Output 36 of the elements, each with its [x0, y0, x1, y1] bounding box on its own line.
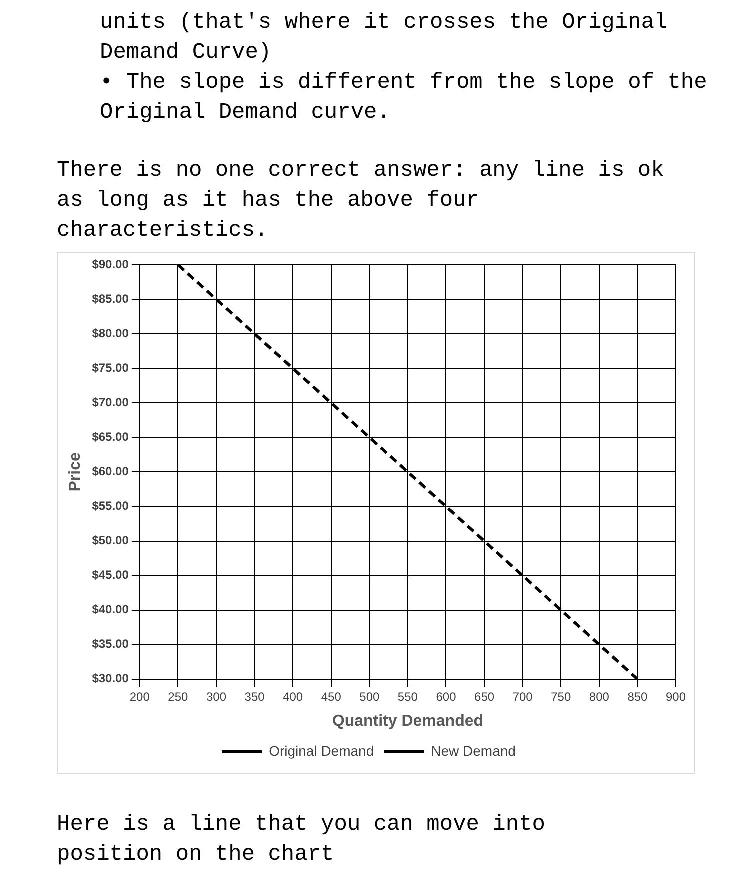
legend-label: New Demand [431, 742, 516, 759]
x-tick-label: 550 [398, 690, 418, 704]
y-tick-label: $55.00 [92, 499, 130, 514]
x-tick-label: 700 [512, 690, 534, 704]
y-tick-label: $45.00 [92, 568, 130, 582]
x-tick-label: 350 [244, 690, 266, 704]
legend-label: Original Demand [269, 742, 374, 759]
y-tick-label: $90.00 [92, 257, 130, 272]
x-tick-label: 250 [168, 690, 189, 704]
x-tick-label: 400 [283, 690, 304, 704]
x-tick-label: 300 [206, 690, 227, 704]
text: • The slope is different from the slope of the Original Demand curve. [100, 69, 708, 127]
y-tick-label: $75.00 [92, 360, 130, 375]
x-tick-label: 450 [321, 690, 342, 704]
x-tick-label: 850 [628, 690, 648, 704]
x-tick-label: 750 [551, 690, 572, 704]
x-axis-title: Quantity Demanded [332, 712, 484, 730]
y-tick-label: $65.00 [92, 430, 130, 444]
text: units (that's where it crosses the Original Demand Curve) [100, 9, 669, 67]
y-tick-label: $40.00 [92, 602, 130, 617]
x-tick-label: 800 [589, 690, 610, 704]
x-tick-label: 650 [474, 690, 495, 704]
x-tick-label: 600 [436, 690, 457, 704]
y-tick-label: $60.00 [92, 464, 130, 479]
y-tick-label: $35.00 [92, 637, 130, 652]
y-tick-label: $70.00 [92, 395, 130, 410]
y-tick-label: $85.00 [92, 292, 130, 306]
text: There is no one correct answer: any line is ok as long as it has the above four characteristics. [57, 157, 666, 245]
x-tick-label: 500 [360, 690, 380, 704]
y-tick-label: $50.00 [92, 534, 130, 548]
y-tick-label: $30.00 [92, 672, 130, 686]
x-tick-label: 200 [130, 690, 150, 704]
text: Here is a line that you can move into position on the chart [57, 811, 546, 869]
y-tick-label: $80.00 [92, 326, 130, 340]
x-tick-label: 900 [666, 690, 686, 704]
y-axis-title: Price [67, 452, 84, 492]
